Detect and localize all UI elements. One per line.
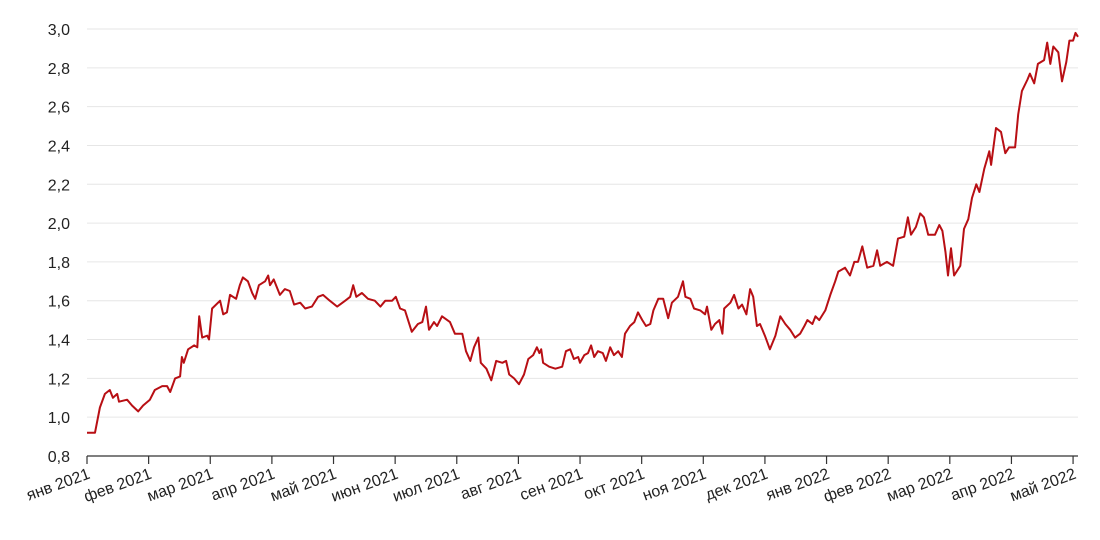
x-tick-label: июн 2021 [329,466,401,506]
y-tick-label: 1,8 [48,255,70,272]
x-tick-label: сен 2021 [518,466,586,505]
x-tick-label: май 2022 [1008,466,1079,506]
y-tick-label: 2,0 [48,216,70,233]
x-tick-label: мар 2022 [885,466,956,506]
y-tick-label: 2,4 [48,138,70,155]
x-tick-label: май 2021 [268,466,339,506]
y-tick-label: 0,8 [48,449,70,466]
x-tick-label: ноя 2021 [640,466,708,505]
x-tick-label: апр 2021 [209,466,277,505]
x-tick-label: янв 2021 [24,466,92,505]
x-tick-label: дек 2021 [703,466,770,504]
y-tick-label: 3,0 [48,22,70,39]
x-tick-label: окт 2021 [582,466,648,504]
y-tick-label: 2,2 [48,177,70,194]
y-tick-label: 2,6 [48,100,70,117]
x-tick-label: фев 2022 [821,466,893,506]
y-tick-label: 1,2 [48,371,70,388]
x-tick-label: июл 2021 [391,466,463,506]
y-tick-label: 1,4 [48,333,70,350]
x-tick-label: янв 2022 [764,466,832,505]
x-tick-label: мар 2021 [145,466,216,506]
data-line [87,31,1079,434]
y-tick-label: 2,8 [48,61,70,78]
x-tick-label: фев 2021 [82,466,154,506]
y-tick-label: 1,0 [48,410,70,427]
x-tick-label: апр 2022 [949,466,1017,505]
x-tick-label: авг 2021 [458,466,523,504]
y-tick-label: 1,6 [48,294,70,311]
